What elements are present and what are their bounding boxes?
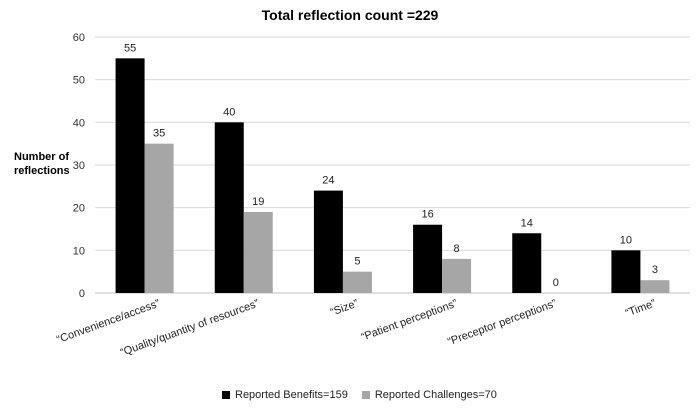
data-label-challenges-1: 19 (252, 196, 264, 208)
y-tick-label-60: 60 (73, 32, 85, 44)
x-tick-label-5: “Time” (624, 297, 658, 319)
y-tick-label-10: 10 (73, 245, 85, 257)
bar-challenges-3 (442, 258, 472, 293)
data-label-challenges-3: 8 (454, 243, 460, 255)
data-label-benefits-3: 16 (421, 209, 433, 221)
bar-benefits-3 (413, 224, 443, 293)
y-tick-label-40: 40 (73, 117, 85, 129)
y-axis-ticks: 0 10 20 30 40 50 60 (73, 32, 85, 300)
data-label-challenges-2: 5 (354, 256, 360, 268)
legend-swatch-challenges (361, 391, 370, 399)
bar-challenges-2 (342, 271, 372, 293)
legend-swatch-benefits (222, 391, 230, 399)
bar-benefits-4 (512, 233, 542, 293)
bar-challenges-0 (144, 143, 174, 293)
data-label-challenges-0: 35 (153, 128, 165, 140)
bar-benefits-5 (611, 250, 641, 293)
y-axis-title-line-2: reflections (14, 165, 70, 177)
y-tick-label-0: 0 (79, 288, 85, 300)
x-tick-label-4: “Preceptor perceptions” (446, 297, 558, 348)
data-label-challenges-5: 3 (652, 264, 658, 276)
legend-label-benefits: Reported Benefits=159 (235, 389, 348, 401)
x-tick-label-2: “Size” (329, 297, 360, 318)
bar-benefits-2 (313, 190, 343, 293)
data-label-benefits-1: 40 (223, 106, 235, 118)
data-label-benefits-2: 24 (322, 175, 334, 187)
data-labels: 55 35 40 19 24 5 16 8 14 0 10 3 (124, 42, 658, 289)
data-label-benefits-4: 14 (521, 217, 533, 229)
data-label-benefits-0: 55 (124, 42, 136, 54)
legend: Reported Benefits=159 Reported Challenge… (222, 389, 511, 401)
bar-benefits-0 (115, 58, 145, 294)
bar-challenges-1 (243, 211, 273, 293)
legend-label-challenges: Reported Challenges=70 (374, 389, 497, 401)
bar-challenges-5 (640, 280, 670, 293)
bar-benefits-1 (214, 122, 244, 293)
x-axis-ticks: “Convenience/access”“Quality/quantity of… (55, 297, 658, 359)
y-axis-title-line-1: Number of (14, 151, 69, 163)
chart-title: Total reflection count =229 (262, 7, 439, 23)
data-label-challenges-4: 0 (553, 277, 559, 289)
legend-item-benefits: Reported Benefits=159 (222, 389, 348, 401)
data-label-benefits-5: 10 (620, 234, 632, 246)
y-tick-label-50: 50 (73, 75, 85, 87)
legend-item-challenges: Reported Challenges=70 (361, 389, 497, 401)
y-axis-title: Number of reflections (14, 151, 70, 177)
y-tick-label-30: 30 (73, 160, 85, 172)
bars (115, 58, 670, 294)
gridlines (95, 36, 690, 294)
x-tick-label-3: “Patient perceptions” (360, 297, 460, 343)
y-tick-label-20: 20 (73, 203, 85, 215)
